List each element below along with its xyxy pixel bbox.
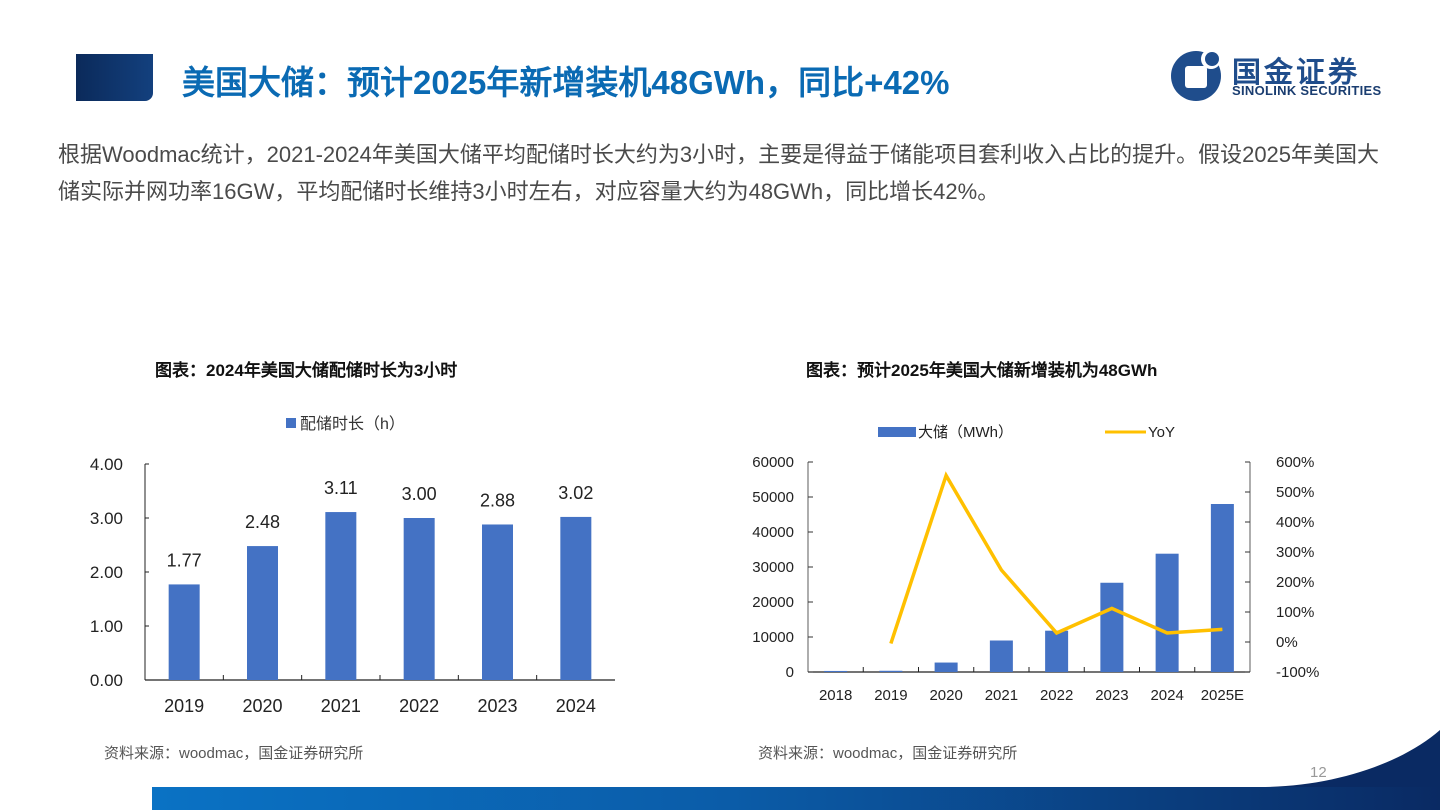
footer-bar [152,787,1440,810]
bar [879,670,903,672]
right-y-tick-label: -100% [1276,664,1319,681]
legend-swatch-bar [878,427,916,437]
y-tick-label: 0.00 [90,671,123,690]
bar [1155,553,1179,672]
x-tick-label: 2022 [399,696,439,716]
legend-swatch [286,418,296,428]
x-tick-label: 2019 [874,687,907,704]
left-chart-title: 图表：2024年美国大储配储时长为3小时 [155,361,458,380]
right-y-tick-label: 300% [1276,544,1314,561]
logo-chinese-text: 国金证券 [1232,57,1361,89]
left-y-tick-label: 60000 [752,454,794,471]
yoy-line [889,471,1223,645]
page-title: 美国大储：预计2025年新增装机48GWh，同比+42% [182,64,950,101]
bar [1100,582,1124,672]
left-chart-source: 资料来源：woodmac，国金证券研究所 [104,745,364,762]
right-y-tick-label: 400% [1276,514,1314,531]
data-label: 3.11 [324,478,358,498]
left-bar-chart: 配储时长（h） 0.00 1.00 2.00 3.00 4.00 1.77 2019 2.48 2… [90,415,615,716]
bar [560,516,592,680]
bar [482,524,513,680]
data-label: 1.77 [167,550,202,570]
sinolink-logo-icon [1171,49,1221,101]
x-tick-label: 2023 [477,696,517,716]
x-tick-label: 2025E [1201,687,1244,704]
right-y-tick-label: 500% [1276,484,1314,501]
x-tick-label: 2021 [985,687,1018,704]
y-tick-label: 2.00 [90,563,123,582]
logo-english-text: SINOLINK SECURITIES [1232,83,1382,98]
legend-label-bar: 大储（MWh） [918,424,1013,441]
left-y-tick-label: 30000 [752,559,794,576]
bar [168,584,200,680]
right-y-tick-label: 0% [1276,634,1298,651]
bar [403,518,435,680]
data-label: 2.88 [480,490,515,510]
data-label: 3.02 [558,483,593,503]
x-tick-label: 2020 [242,696,282,716]
x-tick-label: 2022 [1040,687,1073,704]
x-tick-label: 2019 [164,696,204,716]
left-y-tick-label: 20000 [752,594,794,611]
legend-label: 配储时长（h） [300,415,405,433]
left-y-tick-label: 40000 [752,524,794,541]
right-chart-source: 资料来源：woodmac，国金证券研究所 [758,745,1018,762]
bar [325,512,357,680]
data-label: 2.48 [245,512,280,532]
legend-label-line: YoY [1148,424,1175,441]
x-tick-label: 2018 [819,687,852,704]
bar [1210,504,1234,672]
body-paragraph: 根据Woodmac统计，2021-2024年美国大储平均配储时长大约为3小时，主… [58,142,1380,204]
x-tick-label: 2023 [1095,687,1128,704]
right-chart-title: 图表：预计2025年美国大储新增装机为48GWh [806,361,1158,380]
y-tick-label: 4.00 [90,455,123,474]
x-tick-label: 2020 [929,687,962,704]
x-tick-label: 2024 [1150,687,1183,704]
right-y-tick-label: 100% [1276,604,1314,621]
right-combo-chart: 大储（MWh） YoY 0 10000 20000 30000 40000 50000 6000… [752,424,1319,704]
bar [989,640,1013,672]
bar [247,546,278,680]
right-y-tick-label: 600% [1276,454,1314,471]
title-accent-block [76,54,153,101]
right-y-tick-label: 200% [1276,574,1314,591]
y-tick-label: 1.00 [90,617,123,636]
bar [934,662,958,672]
data-label: 3.00 [402,484,437,504]
bar [1045,630,1069,672]
left-y-tick-label: 50000 [752,489,794,506]
bar [824,670,848,672]
x-tick-label: 2024 [556,696,596,716]
left-y-tick-label: 0 [786,664,794,681]
y-tick-label: 3.00 [90,509,123,528]
sinolink-logo: 国金证券 SINOLINK SECURITIES [1170,47,1410,103]
page-number: 12 [1310,764,1327,781]
left-y-tick-label: 10000 [752,629,794,646]
x-tick-label: 2021 [321,696,361,716]
